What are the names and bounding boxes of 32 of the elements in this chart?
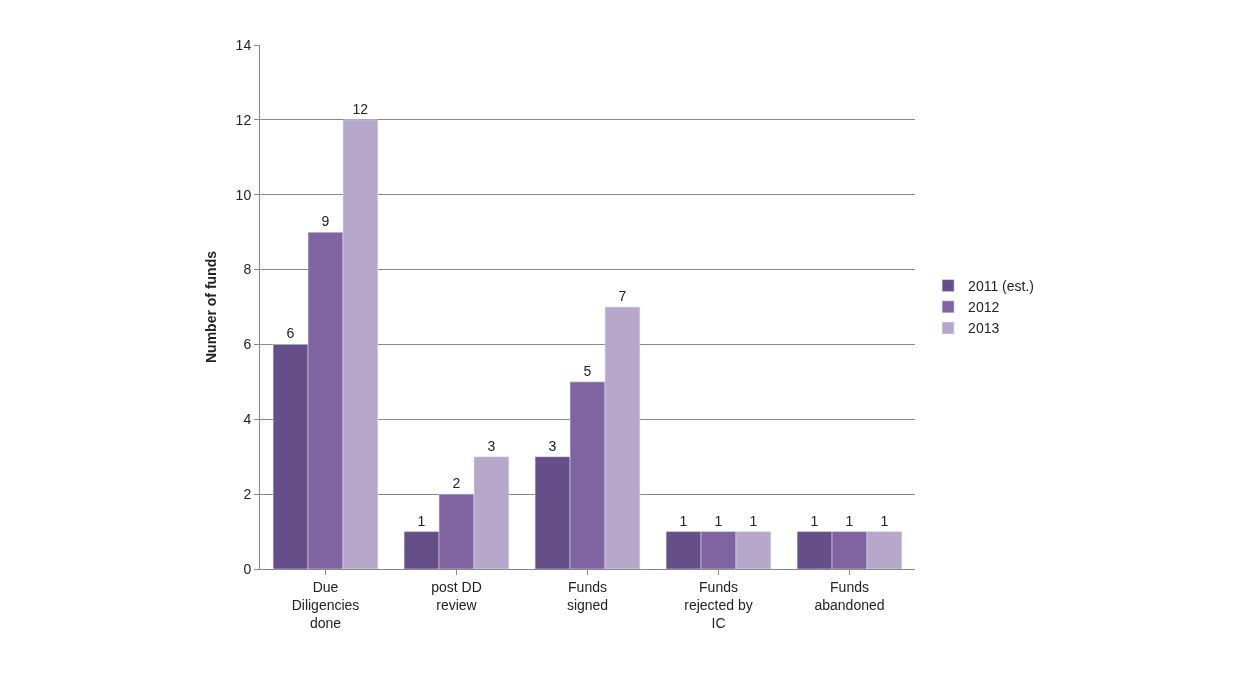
y-axis-title: Number of funds <box>203 250 220 363</box>
data-label: 3 <box>548 437 557 454</box>
y-tick-label: 10 <box>235 186 252 203</box>
y-tick-label: 0 <box>243 560 252 577</box>
y-tick-label: 8 <box>243 261 252 278</box>
data-label: 9 <box>321 213 330 230</box>
y-tick-label: 2 <box>243 486 252 503</box>
data-label: 3 <box>487 437 496 454</box>
data-label: 6 <box>286 325 295 342</box>
data-label: 1 <box>749 512 758 529</box>
data-label: 1 <box>880 512 889 529</box>
data-label: 1 <box>845 512 854 529</box>
data-label: 1 <box>714 512 723 529</box>
x-tick-label: Funds abandoned <box>814 578 885 613</box>
x-tick-label: Due Diligencies done <box>291 578 360 632</box>
data-label: 7 <box>618 288 627 304</box>
y-tick-label: 14 <box>235 36 252 53</box>
y-tick-label: 12 <box>235 111 252 128</box>
data-label: 1 <box>810 512 819 529</box>
data-label: 12 <box>352 100 369 117</box>
x-tick-label: Funds rejected by IC <box>684 578 753 632</box>
x-tick-label: post DD review <box>431 578 482 613</box>
data-label: 5 <box>583 362 592 379</box>
legend-label: 2013 <box>968 320 1000 337</box>
y-tick-label: 4 <box>243 411 252 428</box>
data-label: 1 <box>679 512 688 529</box>
legend-label: 2012 <box>968 299 1000 316</box>
data-label: 1 <box>417 512 426 529</box>
y-tick-label: 6 <box>243 336 252 353</box>
legend-label: 2011 (est.) <box>968 278 1034 295</box>
data-label: 2 <box>452 475 461 492</box>
x-tick-label: Funds signed <box>566 578 609 613</box>
